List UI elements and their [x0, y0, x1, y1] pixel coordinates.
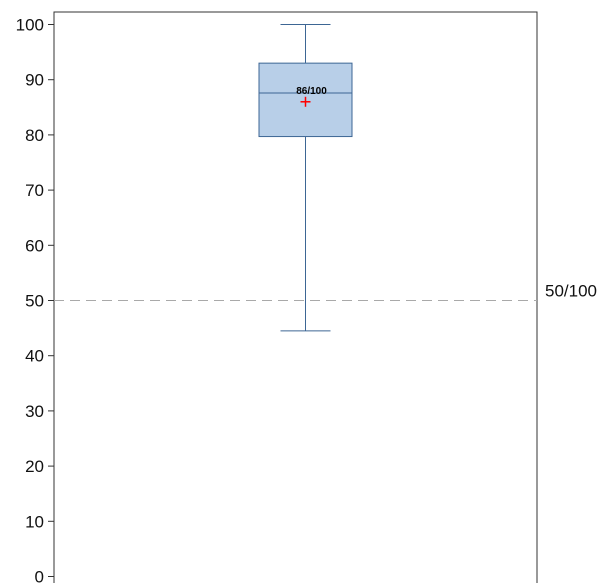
reference-line-group: 50/100: [54, 282, 597, 301]
y-tick-label-90: 90: [25, 71, 44, 90]
y-tick-label-50: 50: [25, 292, 44, 311]
mean-label: 86/100: [296, 86, 327, 97]
plot-frame: [53, 11, 538, 583]
y-tick-label-100: 100: [16, 16, 44, 35]
y-tick-label-60: 60: [25, 236, 44, 255]
box-plot: 86/100: [258, 24, 353, 332]
y-tick-label-70: 70: [25, 181, 44, 200]
y-tick-label-0: 0: [35, 568, 44, 583]
reference-line-label: 50/100: [545, 282, 597, 301]
y-tick-label-80: 80: [25, 126, 44, 145]
y-tick-label-30: 30: [25, 402, 44, 421]
y-tick-label-20: 20: [25, 457, 44, 476]
y-axis: 0 10 20 30 40 50 60 70 80 90 100: [16, 16, 54, 583]
y-tick-label-10: 10: [25, 512, 44, 531]
y-tick-label-40: 40: [25, 347, 44, 366]
mean-marker: [300, 96, 311, 107]
